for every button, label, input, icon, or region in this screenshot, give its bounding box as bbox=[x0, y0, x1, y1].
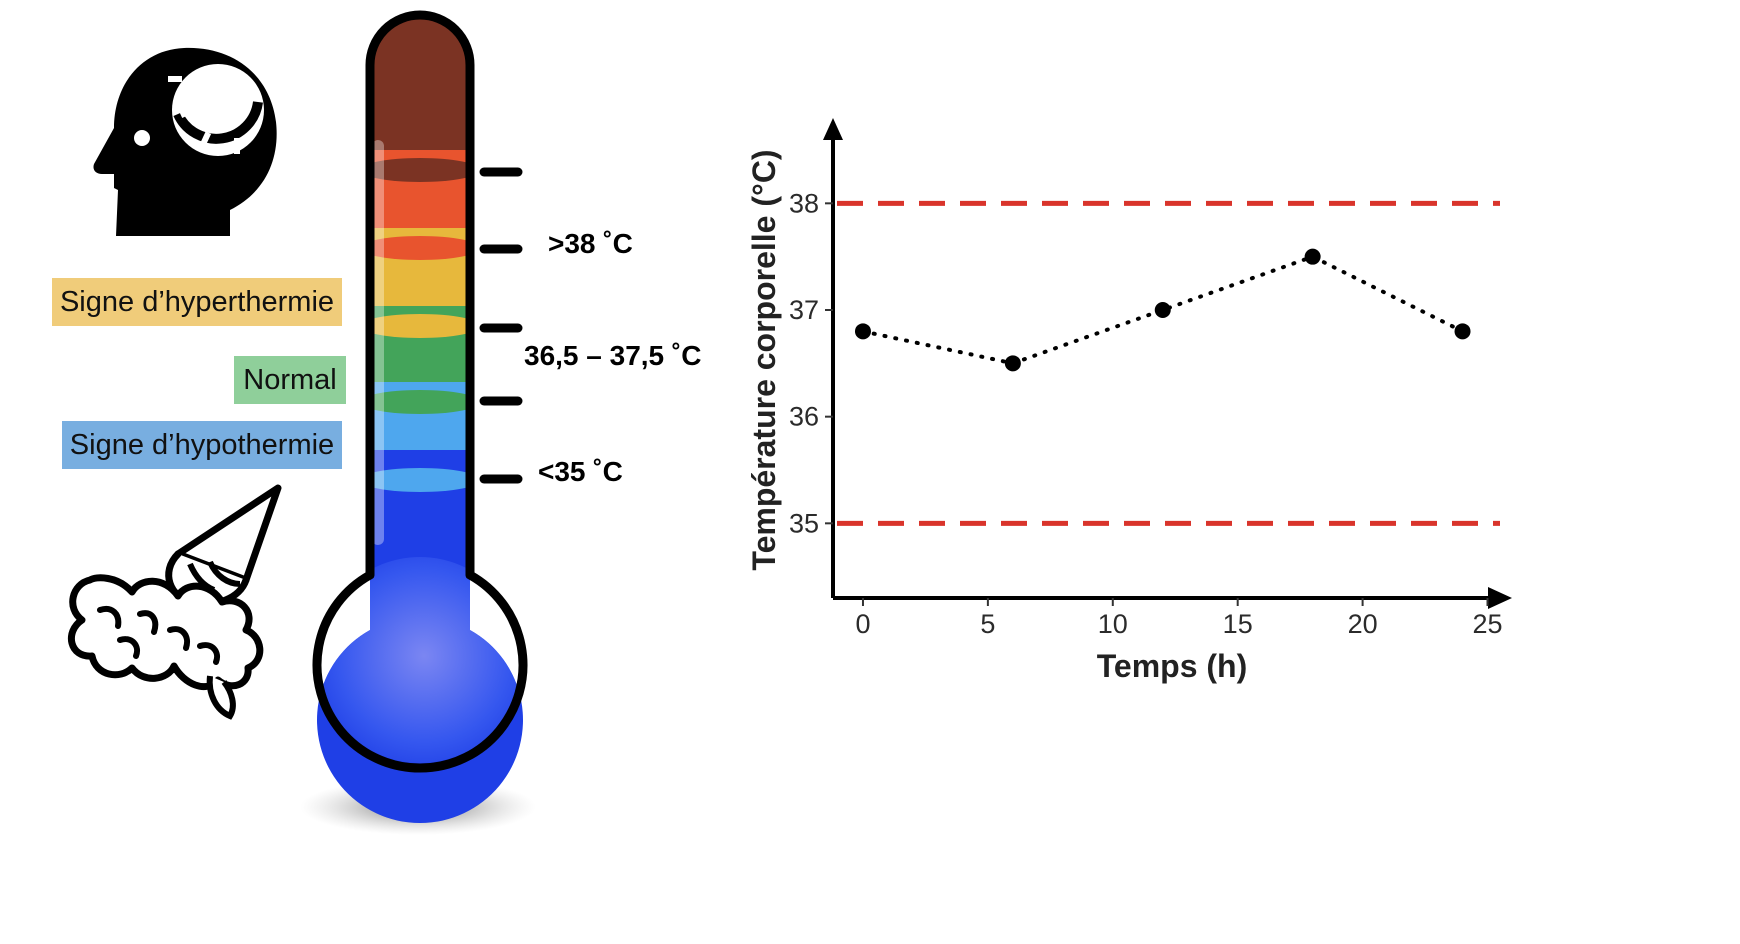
thermometer-icon bbox=[300, 10, 536, 835]
y-tick-label: 36 bbox=[789, 402, 819, 432]
series-line bbox=[860, 254, 1465, 366]
data-point bbox=[1004, 355, 1021, 372]
hyperthermia-label: Signe d’hyperthermie bbox=[52, 278, 342, 326]
normal-range-label: 36,5 – 37,5 ˚C bbox=[524, 340, 702, 371]
y-axis-title: Température corporelle (°C) bbox=[746, 149, 782, 570]
y-tick-label: 35 bbox=[789, 508, 819, 538]
y-axis-arrow bbox=[823, 118, 843, 140]
x-tick-label: 25 bbox=[1472, 609, 1502, 639]
high-threshold-label: >38 ˚C bbox=[548, 228, 633, 259]
low-threshold-label: <35 ˚C bbox=[538, 456, 623, 487]
data-point bbox=[1304, 248, 1321, 265]
melting-brain-icon bbox=[68, 484, 282, 720]
thermometer-scale-ticks bbox=[479, 167, 523, 484]
hypothermia-label: Signe d’hypothermie bbox=[62, 421, 342, 469]
hot-head-icon bbox=[93, 47, 277, 236]
x-tick-label: 0 bbox=[855, 609, 870, 639]
data-point bbox=[1454, 323, 1471, 340]
data-point bbox=[854, 323, 871, 340]
x-axis-title: Temps (h) bbox=[1097, 648, 1248, 684]
x-tick-label: 10 bbox=[1098, 609, 1128, 639]
x-tick-label: 20 bbox=[1348, 609, 1378, 639]
x-tick-label: 5 bbox=[980, 609, 995, 639]
x-tick-label: 15 bbox=[1223, 609, 1253, 639]
y-tick-label: 37 bbox=[789, 295, 819, 325]
y-tick-label: 38 bbox=[789, 188, 819, 218]
normal-label: Normal bbox=[234, 356, 346, 404]
x-axis-arrow bbox=[1488, 587, 1512, 609]
data-point bbox=[1154, 302, 1171, 318]
